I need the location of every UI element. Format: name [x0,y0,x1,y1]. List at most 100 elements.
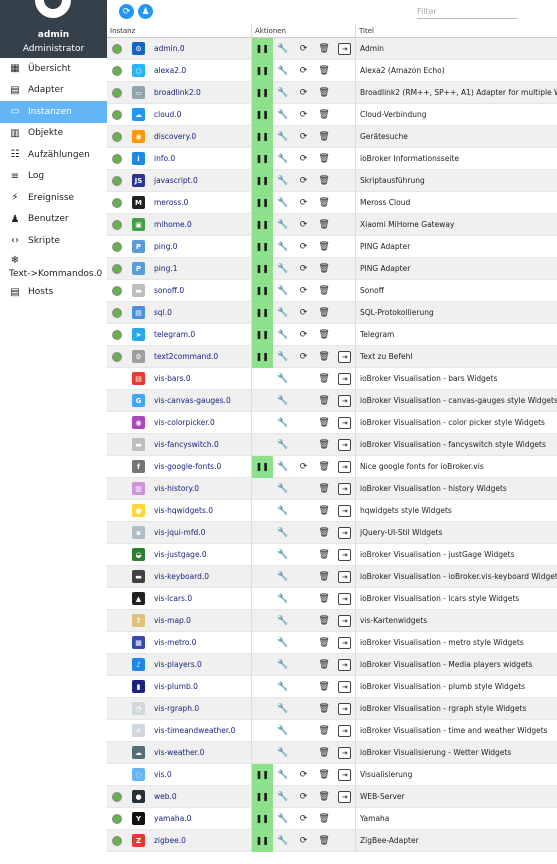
open-web-button[interactable]: ⇥ [334,676,355,698]
settings-wrench-icon[interactable]: 🔧 [277,571,289,582]
open-web-button[interactable]: ⇥ [334,654,355,676]
pause-button[interactable]: ❚❚ [252,103,273,126]
restart-icon[interactable]: ⟳ [299,241,308,252]
restart-icon[interactable]: ⟳ [299,263,308,274]
restart-icon[interactable]: ⟳ [299,285,308,296]
delete-icon[interactable]: 🗑 [318,725,330,736]
pause-button[interactable]: ❚❚ [252,59,273,82]
delete-icon[interactable]: 🗑 [318,791,330,802]
settings-wrench-icon[interactable]: 🔧 [277,131,289,142]
pause-button[interactable]: ❚❚ [252,169,273,192]
delete-icon[interactable]: 🗑 [318,659,330,670]
delete-icon[interactable]: 🗑 [318,637,330,648]
pause-button[interactable]: ❚❚ [252,81,273,104]
delete-icon[interactable]: 🗑 [318,351,330,362]
open-web-button[interactable]: ⇥ [334,346,355,368]
delete-icon[interactable]: 🗑 [318,835,330,846]
settings-wrench-icon[interactable]: 🔧 [277,351,289,362]
delete-icon[interactable]: 🗑 [318,527,330,538]
delete-icon[interactable]: 🗑 [318,395,330,406]
delete-icon[interactable]: 🗑 [318,615,330,626]
settings-wrench-icon[interactable]: 🔧 [277,791,289,802]
settings-wrench-icon[interactable]: 🔧 [277,417,289,428]
sidebar-item-aufzählungen[interactable]: ☷ Aufzählungen [0,144,107,166]
delete-icon[interactable]: 🗑 [318,153,330,164]
sidebar-item-skripte[interactable]: ‹› Skripte [0,230,107,252]
restart-icon[interactable]: ⟳ [299,351,308,362]
settings-wrench-icon[interactable]: 🔧 [277,681,289,692]
settings-wrench-icon[interactable]: 🔧 [277,615,289,626]
settings-wrench-icon[interactable]: 🔧 [277,43,289,54]
settings-wrench-icon[interactable]: 🔧 [277,725,289,736]
restart-icon[interactable]: ⟳ [299,197,308,208]
delete-icon[interactable]: 🗑 [318,285,330,296]
delete-icon[interactable]: 🗑 [318,769,330,780]
sidebar-item-adapter[interactable]: ▤ Adapter [0,80,107,102]
settings-wrench-icon[interactable]: 🔧 [277,505,289,516]
sidebar-item-benutzer[interactable]: ♟ Benutzer [0,209,107,231]
restart-icon[interactable]: ⟳ [299,87,308,98]
open-web-button[interactable]: ⇥ [334,720,355,742]
expert-mode-button[interactable]: ♟ [138,4,153,19]
settings-wrench-icon[interactable]: 🔧 [277,263,289,274]
pause-button[interactable]: ❚❚ [252,37,273,60]
pause-button[interactable]: ❚❚ [252,785,273,808]
restart-icon[interactable]: ⟳ [299,769,308,780]
settings-wrench-icon[interactable]: 🔧 [277,197,289,208]
settings-wrench-icon[interactable]: 🔧 [277,659,289,670]
delete-icon[interactable]: 🗑 [318,593,330,604]
sidebar-item-log[interactable]: ≡ Log [0,166,107,188]
delete-icon[interactable]: 🗑 [318,219,330,230]
settings-wrench-icon[interactable]: 🔧 [277,175,289,186]
settings-wrench-icon[interactable]: 🔧 [277,373,289,384]
open-web-button[interactable]: ⇥ [334,412,355,434]
settings-wrench-icon[interactable]: 🔧 [277,747,289,758]
settings-wrench-icon[interactable]: 🔧 [277,637,289,648]
pause-button[interactable]: ❚❚ [252,235,273,258]
pause-button[interactable]: ❚❚ [252,301,273,324]
settings-wrench-icon[interactable]: 🔧 [277,109,289,120]
delete-icon[interactable]: 🗑 [318,131,330,142]
open-web-button[interactable]: ⇥ [334,500,355,522]
settings-wrench-icon[interactable]: 🔧 [277,549,289,560]
settings-wrench-icon[interactable]: 🔧 [277,307,289,318]
open-web-button[interactable]: ⇥ [334,478,355,500]
pause-button[interactable]: ❚❚ [252,147,273,170]
sidebar-item-hosts[interactable]: ▤ Hosts [0,282,107,304]
settings-wrench-icon[interactable]: 🔧 [277,65,289,76]
settings-wrench-icon[interactable]: 🔧 [277,527,289,538]
open-web-button[interactable]: ⇥ [334,456,355,478]
open-web-button[interactable]: ⇥ [334,390,355,412]
sidebar-item-text-kommandos-0[interactable]: ❄ Text->Kommandos.0 [0,252,107,282]
settings-wrench-icon[interactable]: 🔧 [277,813,289,824]
pause-button[interactable]: ❚❚ [252,213,273,236]
delete-icon[interactable]: 🗑 [318,461,330,472]
delete-icon[interactable]: 🗑 [318,373,330,384]
settings-wrench-icon[interactable]: 🔧 [277,329,289,340]
pause-button[interactable]: ❚❚ [252,807,273,830]
pause-button[interactable]: ❚❚ [252,257,273,280]
open-web-button[interactable]: ⇥ [334,566,355,588]
restart-icon[interactable]: ⟳ [299,329,308,340]
delete-icon[interactable]: 🗑 [318,505,330,516]
open-web-button[interactable]: ⇥ [334,632,355,654]
restart-icon[interactable]: ⟳ [299,219,308,230]
settings-wrench-icon[interactable]: 🔧 [277,153,289,164]
restart-icon[interactable]: ⟳ [299,791,308,802]
pause-button[interactable]: ❚❚ [252,125,273,148]
open-web-button[interactable]: ⇥ [334,698,355,720]
settings-wrench-icon[interactable]: 🔧 [277,703,289,714]
restart-icon[interactable]: ⟳ [299,307,308,318]
settings-wrench-icon[interactable]: 🔧 [277,87,289,98]
sidebar-item-ereignisse[interactable]: ⚡ Ereignisse [0,187,107,209]
delete-icon[interactable]: 🗑 [318,175,330,186]
delete-icon[interactable]: 🗑 [318,87,330,98]
delete-icon[interactable]: 🗑 [318,197,330,208]
settings-wrench-icon[interactable]: 🔧 [277,769,289,780]
restart-icon[interactable]: ⟳ [299,835,308,846]
pause-button[interactable]: ❚❚ [252,279,273,302]
restart-icon[interactable]: ⟳ [299,131,308,142]
settings-wrench-icon[interactable]: 🔧 [277,439,289,450]
open-web-button[interactable]: ⇥ [334,434,355,456]
delete-icon[interactable]: 🗑 [318,263,330,274]
